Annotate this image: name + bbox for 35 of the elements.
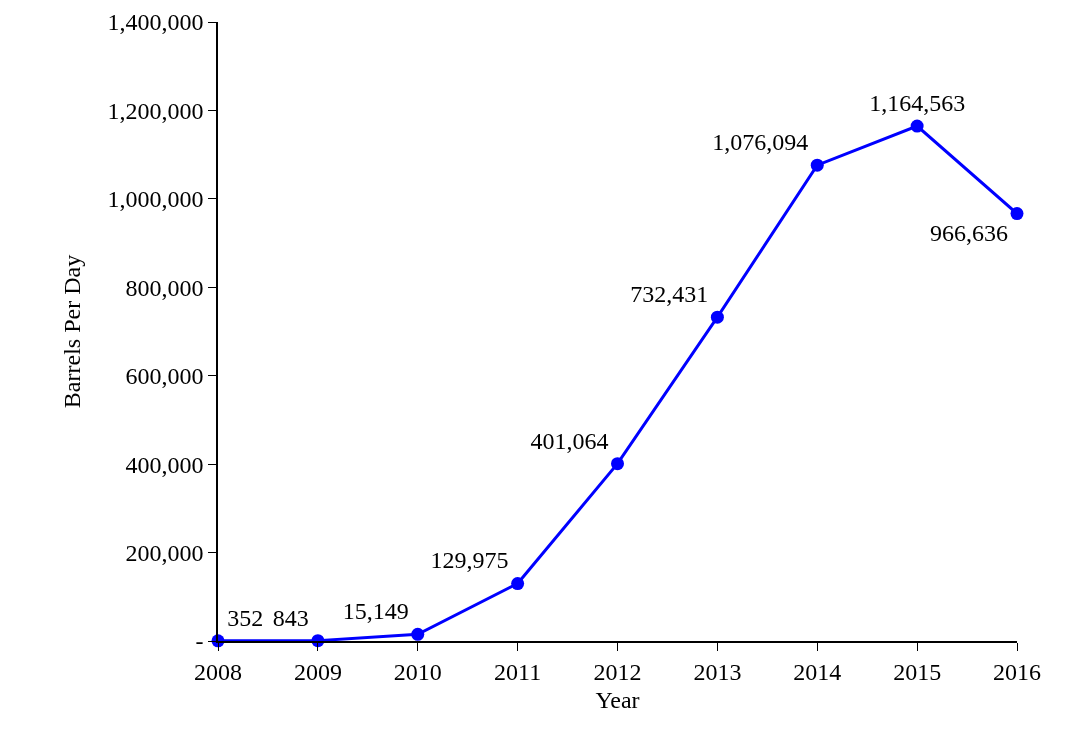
x-tick-label: 2011 [494,658,542,685]
data-label: 732,431 [630,281,709,308]
point [1010,207,1024,221]
y-tick-label: 1,400,000 [107,9,204,36]
x-tick-label: 2014 [793,658,842,685]
data-label: 966,636 [929,219,1008,246]
x-tick-label: 2015 [893,658,942,685]
x-tick-label: 2012 [593,658,642,685]
data-label: 129,975 [430,547,509,574]
data-label: 352 [227,604,264,631]
data-label: 1,164,563 [869,89,966,116]
x-tick-label: 2009 [293,658,342,685]
data-label: 401,064 [530,427,609,454]
y-tick-label: 1,200,000 [107,97,204,124]
y-tick-label: 800,000 [125,274,204,301]
y-axis-title: Barrels Per Day [59,254,86,409]
x-tick-label: 2010 [393,658,442,685]
point [511,577,525,591]
x-tick-label: 2013 [693,658,742,685]
y-tick-label: 600,000 [125,363,204,390]
data-label: 843 [272,604,309,631]
x-axis-title: Year [595,687,640,714]
point [810,158,824,172]
point [710,310,724,324]
data-label: 1,076,094 [712,129,809,156]
point [910,119,924,133]
point [611,457,624,471]
y-tick-label: 200,000 [125,539,204,566]
x-tick-label: 2008 [194,658,242,685]
point [411,627,425,641]
y-tick-label: 400,000 [125,451,204,478]
x-tick-label: 2016 [993,658,1041,685]
data-label: 15,149 [342,598,409,625]
y-tick-label: - [195,628,204,655]
y-tick-label: 1,000,000 [107,186,204,213]
